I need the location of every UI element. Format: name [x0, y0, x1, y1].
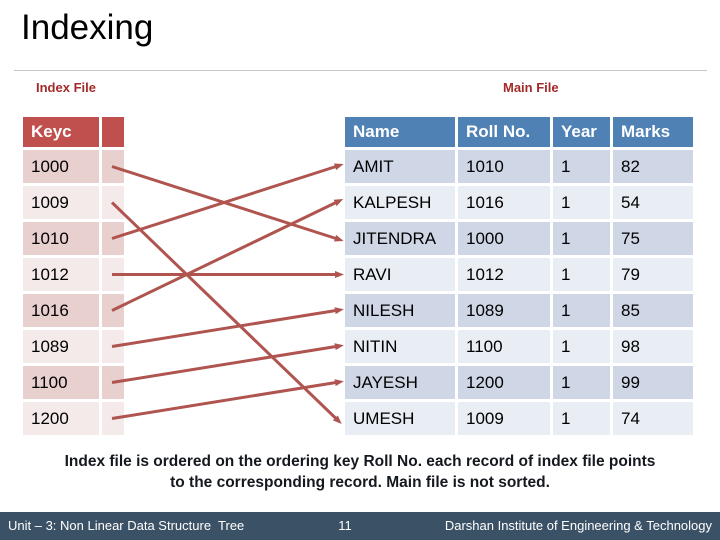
index-pointer-cell — [102, 294, 124, 327]
main-table-cell: 1012 — [458, 258, 550, 291]
footer-institute-label: Darshan Institute of Engineering & Techn… — [444, 518, 712, 533]
main-table-row: RAVI 1012 1 79 — [345, 258, 693, 291]
index-key-header: Keyc — [23, 117, 99, 147]
footer-page-number: 11 — [338, 518, 352, 533]
main-table-cell: AMIT — [345, 150, 455, 183]
index-key-cell: 1200 — [23, 402, 99, 435]
main-table-cell: 82 — [613, 150, 693, 183]
index-pointer-cell — [102, 258, 124, 291]
main-table-cell: 99 — [613, 366, 693, 399]
main-table-cell: 1 — [553, 294, 610, 327]
index-pointer-arrow — [111, 307, 344, 348]
index-pointer-arrow — [111, 163, 344, 240]
index-pointer-cell — [102, 186, 124, 219]
index-key-cell: 1016 — [23, 294, 99, 327]
main-table-cell: KALPESH — [345, 186, 455, 219]
main-table-cell: 1 — [553, 330, 610, 363]
main-table-cell: 54 — [613, 186, 693, 219]
main-table-cell: 1 — [553, 222, 610, 255]
index-key-cell: 1100 — [23, 366, 99, 399]
main-table-cell: 1009 — [458, 402, 550, 435]
main-table-cell: RAVI — [345, 258, 455, 291]
index-table-body: 1000 1009 1010 1012 1016 1089 1100 1200 — [23, 150, 124, 435]
main-header-row: Name Roll No. Year Marks — [345, 117, 693, 147]
main-table-cell: 74 — [613, 402, 693, 435]
index-pointer-arrow — [111, 165, 344, 242]
index-pointer-arrow — [111, 199, 344, 312]
main-table-cell: JAYESH — [345, 366, 455, 399]
index-pointer-cell — [102, 222, 124, 255]
main-table-cell: 1 — [553, 258, 610, 291]
index-table-row: 1200 — [23, 402, 124, 435]
main-table-cell: 1 — [553, 402, 610, 435]
main-file-label: Main File — [503, 80, 559, 95]
footer-unit-label: Unit – 3: Non Linear Data Structure Tree — [8, 518, 245, 533]
index-pointer-cell — [102, 402, 124, 435]
main-table-cell: 98 — [613, 330, 693, 363]
main-header-cell: Name — [345, 117, 455, 147]
index-key-cell: 1089 — [23, 330, 99, 363]
title-divider — [14, 70, 707, 71]
main-table-row: KALPESH 1016 1 54 — [345, 186, 693, 219]
index-pointer-arrow — [110, 201, 342, 425]
index-pointer-cell — [102, 150, 124, 183]
main-table-cell: JITENDRA — [345, 222, 455, 255]
index-table-row: 1012 — [23, 258, 124, 291]
main-table-row: UMESH 1009 1 74 — [345, 402, 693, 435]
index-table-row: 1016 — [23, 294, 124, 327]
main-table-cell: 79 — [613, 258, 693, 291]
main-table-row: JITENDRA 1000 1 75 — [345, 222, 693, 255]
caption-line-2: to the corresponding record. Main file i… — [170, 474, 550, 491]
index-table-row: 1100 — [23, 366, 124, 399]
main-table-cell: 1089 — [458, 294, 550, 327]
index-key-cell: 1010 — [23, 222, 99, 255]
index-file-table: Keyc 1000 1009 1010 1012 1016 1089 1100 1200 — [20, 114, 127, 438]
index-pointer-cell — [102, 330, 124, 363]
main-table-cell: 1010 — [458, 150, 550, 183]
main-table-row: NITIN 1100 1 98 — [345, 330, 693, 363]
main-table-cell: 1 — [553, 150, 610, 183]
main-table-cell: 1016 — [458, 186, 550, 219]
index-table-row: 1089 — [23, 330, 124, 363]
index-pointer-header — [102, 117, 124, 147]
main-table-cell: 1000 — [458, 222, 550, 255]
caption: Index file is ordered on the ordering ke… — [0, 451, 720, 493]
main-table-body: AMIT 1010 1 82 KALPESH 1016 1 54 JITENDRA 1000 1 75… — [345, 150, 693, 435]
index-pointer-arrow — [111, 379, 344, 420]
index-header-row: Keyc — [23, 117, 124, 147]
main-table-row: JAYESH 1200 1 99 — [345, 366, 693, 399]
main-table-cell: UMESH — [345, 402, 455, 435]
page-title: Indexing — [21, 8, 154, 47]
main-table-cell: NILESH — [345, 294, 455, 327]
main-table-cell: 1100 — [458, 330, 550, 363]
index-file-label: Index File — [36, 80, 96, 95]
index-key-cell: 1000 — [23, 150, 99, 183]
main-table-cell: 1 — [553, 366, 610, 399]
main-header-cell: Marks — [613, 117, 693, 147]
caption-line-1: Index file is ordered on the ordering ke… — [64, 453, 656, 470]
footer-bar: Unit – 3: Non Linear Data Structure Tree… — [0, 512, 720, 540]
index-table-row: 1000 — [23, 150, 124, 183]
index-key-cell: 1009 — [23, 186, 99, 219]
index-table-row: 1010 — [23, 222, 124, 255]
main-table-cell: 1 — [553, 186, 610, 219]
index-pointer-arrow — [111, 343, 344, 384]
index-pointer-cell — [102, 366, 124, 399]
main-table-row: NILESH 1089 1 85 — [345, 294, 693, 327]
main-header-cell: Roll No. — [458, 117, 550, 147]
main-table-cell: NITIN — [345, 330, 455, 363]
main-header-cell: Year — [553, 117, 610, 147]
main-table-row: AMIT 1010 1 82 — [345, 150, 693, 183]
index-table-row: 1009 — [23, 186, 124, 219]
main-file-table: Name Roll No. Year Marks AMIT 1010 1 82 KALPESH… — [342, 114, 696, 438]
main-table-cell: 85 — [613, 294, 693, 327]
main-table-cell: 1200 — [458, 366, 550, 399]
index-key-cell: 1012 — [23, 258, 99, 291]
main-table-cell: 75 — [613, 222, 693, 255]
